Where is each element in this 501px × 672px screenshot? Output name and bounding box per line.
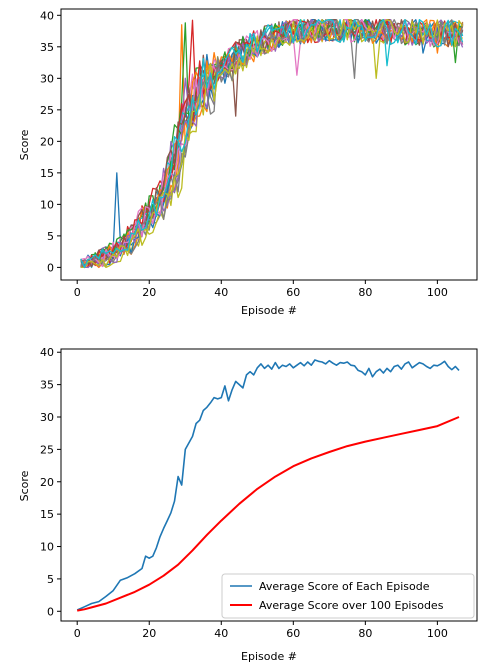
x-tick-label: 0	[74, 627, 81, 640]
y-tick-label: 20	[40, 135, 54, 148]
agent-score-lines	[80, 19, 464, 269]
y-tick-label: 40	[40, 346, 54, 359]
y-tick-label: 35	[40, 41, 54, 54]
y-tick-label: 10	[40, 541, 54, 554]
y-tick-label: 40	[40, 9, 54, 22]
y-tick-label: 20	[40, 476, 54, 489]
x-tick-label: 20	[142, 286, 156, 299]
agent-score-line	[80, 19, 464, 269]
y-tick-label: 30	[40, 411, 54, 424]
y-tick-label: 15	[40, 508, 54, 521]
x-tick-label: 20	[142, 627, 156, 640]
x-tick-label: 100	[427, 627, 448, 640]
rolling-100-average-line	[77, 416, 460, 612]
x-axis-label: Episode #	[241, 650, 297, 663]
legend-label-average-score-each-episode: Average Score of Each Episode	[259, 580, 430, 593]
average-score-lines	[76, 359, 460, 612]
y-tick-label: 30	[40, 72, 54, 85]
y-axis-label: Score	[18, 129, 31, 160]
y-tick-label: 0	[47, 261, 54, 274]
y-tick-label: 35	[40, 379, 54, 392]
y-tick-label: 25	[40, 104, 54, 117]
x-tick-label: 40	[214, 286, 228, 299]
x-tick-label: 0	[74, 286, 81, 299]
x-tick-label: 100	[427, 286, 448, 299]
y-axis-ticks: 0 5 10 15 20 25 30 35 40	[40, 9, 61, 274]
y-tick-label: 0	[47, 605, 54, 618]
agent-score-line	[80, 19, 464, 269]
y-tick-label: 5	[47, 230, 54, 243]
y-tick-label: 5	[47, 573, 54, 586]
episode-average-line	[76, 359, 460, 611]
x-tick-label: 80	[358, 286, 372, 299]
x-tick-label: 40	[214, 627, 228, 640]
x-axis-label: Episode #	[241, 304, 297, 317]
y-tick-label: 25	[40, 443, 54, 456]
y-axis-ticks: 0 5 10 15 20 25 30 35 40	[40, 346, 61, 618]
legend-label-average-score-100-episodes: Average Score over 100 Episodes	[259, 599, 444, 612]
x-tick-label: 60	[286, 627, 300, 640]
legend-box	[221, 573, 475, 619]
agent-score-line	[80, 19, 463, 268]
plot-frame	[60, 8, 478, 281]
x-axis-ticks: 0 20 40 60 80 100	[74, 280, 448, 299]
y-tick-label: 10	[40, 198, 54, 211]
y-tick-label: 15	[40, 167, 54, 180]
plot-frame	[60, 348, 478, 622]
x-axis-ticks: 0 20 40 60 80 100	[74, 621, 448, 640]
legend: Average Score of Each Episode Average Sc…	[221, 573, 475, 619]
y-axis-label: Score	[18, 470, 31, 501]
x-tick-label: 80	[358, 627, 372, 640]
x-tick-label: 60	[286, 286, 300, 299]
